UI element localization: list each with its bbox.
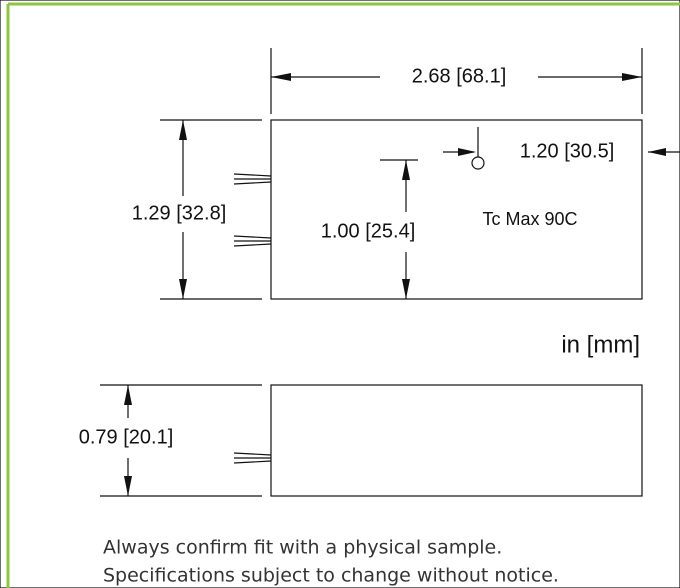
dim-label: 1.00 [25.4] bbox=[321, 220, 416, 242]
wires bbox=[233, 173, 272, 247]
body-outline bbox=[270, 119, 643, 300]
dim-label: 1.20 [30.5] bbox=[520, 140, 615, 162]
dim-label: 1.29 [32.8] bbox=[132, 202, 227, 224]
side-view: 0.79 [20.1] bbox=[79, 384, 643, 497]
dim-label: 0.79 [20.1] bbox=[79, 426, 174, 448]
dim-label: 2.68 [68.1] bbox=[412, 65, 507, 87]
tc-point bbox=[471, 156, 485, 170]
note: Always confirm fit with a physical sampl… bbox=[103, 537, 502, 559]
top-view: 2.68 [68.1] 1.29 [32.8] 1.00 [25.4] Tc M… bbox=[132, 48, 680, 300]
wires bbox=[233, 452, 272, 464]
body-outline bbox=[270, 384, 643, 497]
note: Specifications subject to change without… bbox=[103, 565, 559, 587]
arrowheads bbox=[179, 120, 187, 299]
units: in [mm] bbox=[561, 331, 640, 358]
tc-label: Tc Max 90C bbox=[482, 209, 577, 229]
